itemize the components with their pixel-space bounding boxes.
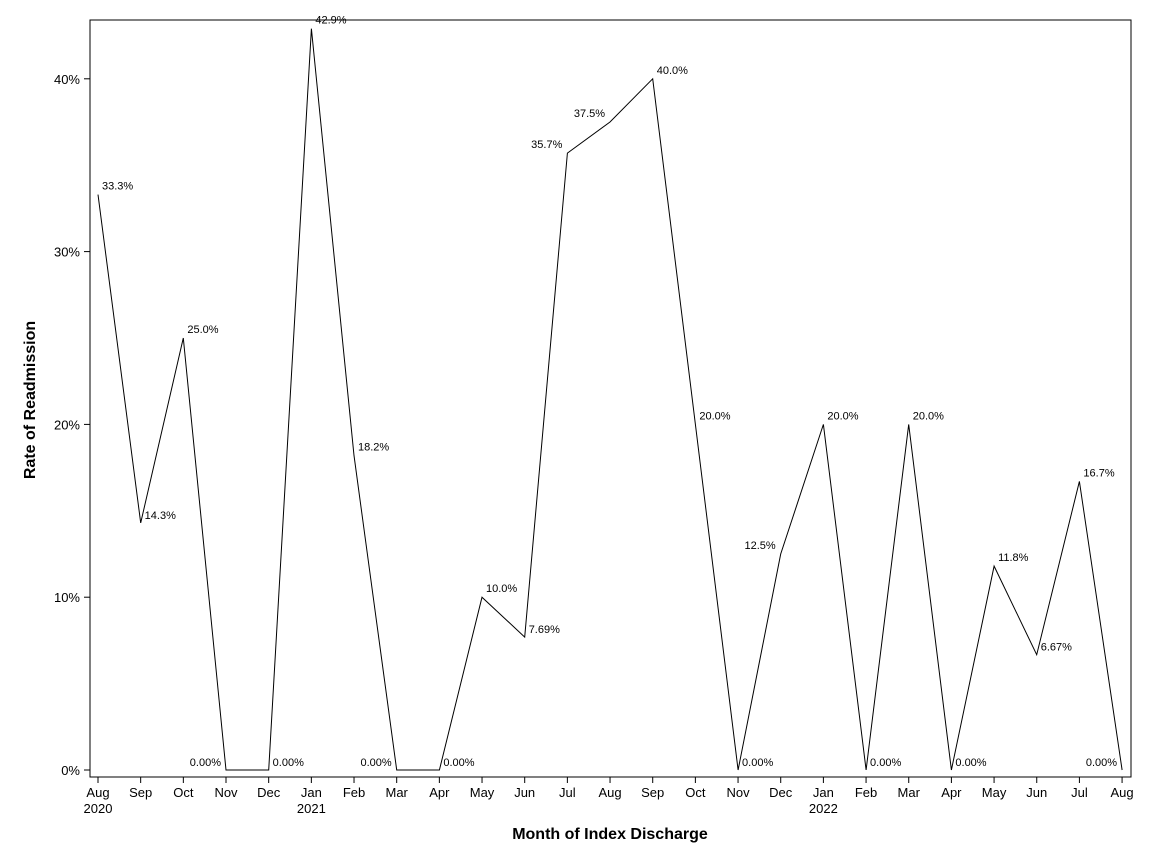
x-tick-label: Feb: [855, 785, 877, 800]
y-tick-label: 40%: [54, 72, 80, 87]
y-tick-label: 0%: [61, 763, 80, 778]
y-tick-label: 30%: [54, 245, 80, 260]
x-year-label: 2020: [84, 801, 113, 816]
data-label: 14.3%: [145, 510, 176, 522]
x-tick-label: Dec: [257, 785, 281, 800]
data-label: 20.0%: [827, 410, 858, 422]
x-tick-label: Jul: [1071, 785, 1088, 800]
x-year-label: 2022: [809, 801, 838, 816]
x-tick-label: Mar: [385, 785, 408, 800]
x-tick-label: May: [470, 785, 495, 800]
y-axis-title: Rate of Readmission: [22, 321, 39, 479]
data-label: 11.8%: [998, 552, 1029, 564]
data-label: 0.00%: [742, 757, 773, 769]
x-tick-label: Apr: [429, 785, 450, 800]
data-label: 0.00%: [870, 757, 901, 769]
x-year-label: 2021: [297, 801, 326, 816]
x-tick-label: Oct: [685, 785, 706, 800]
data-label: 20.0%: [699, 410, 730, 422]
data-label: 0.00%: [955, 757, 986, 769]
x-tick-label: Feb: [343, 785, 365, 800]
y-axis: 0% 10% 20% 30% 40%: [54, 72, 90, 778]
x-tick-label: Oct: [173, 785, 194, 800]
data-label: 0.00%: [443, 757, 474, 769]
data-label: 42.9%: [315, 15, 346, 27]
x-tick-label: May: [982, 785, 1007, 800]
x-tick-label: Aug: [1111, 785, 1134, 800]
data-label: 0.00%: [360, 757, 391, 769]
x-tick-label: Mar: [898, 785, 921, 800]
x-tick-label: Jul: [559, 785, 576, 800]
x-tick-label: Apr: [941, 785, 962, 800]
data-label: 0.00%: [190, 757, 221, 769]
y-tick-label: 20%: [54, 417, 80, 432]
x-tick-label: Sep: [641, 785, 664, 800]
data-label: 20.0%: [913, 410, 944, 422]
data-label: 16.7%: [1083, 467, 1114, 479]
x-tick-label: Nov: [214, 785, 238, 800]
data-label: 25.0%: [187, 324, 218, 336]
data-label: 33.3%: [102, 181, 133, 193]
x-tick-label: Aug: [86, 785, 109, 800]
x-tick-label: Jun: [514, 785, 535, 800]
x-tick-label: Jun: [1026, 785, 1047, 800]
data-label: 6.67%: [1041, 642, 1072, 654]
x-tick-label: Aug: [598, 785, 621, 800]
data-label: 10.0%: [486, 583, 517, 595]
x-tick-label: Jan: [813, 785, 834, 800]
data-label: 0.00%: [273, 757, 304, 769]
data-label: 0.00%: [1086, 757, 1117, 769]
x-tick-label: Nov: [726, 785, 750, 800]
readmission-rate-line: [97, 28, 1123, 771]
x-tick-label: Sep: [129, 785, 152, 800]
y-tick-label: 10%: [54, 590, 80, 605]
data-label: 37.5%: [574, 108, 605, 120]
data-label: 35.7%: [531, 139, 562, 151]
data-label: 18.2%: [358, 442, 389, 454]
data-labels: 33.3% 14.3% 25.0% 0.00% 0.00% 42.9% 18.2% 0.00%…: [102, 15, 1117, 769]
x-tick-label: Jan: [301, 785, 322, 800]
data-label: 40.0%: [657, 65, 688, 77]
data-label: 7.69%: [529, 624, 560, 636]
plot-frame: [89, 19, 1132, 778]
data-label: 12.5%: [745, 540, 776, 552]
x-tick-label: Dec: [769, 785, 793, 800]
x-axis-title: Month of Index Discharge: [512, 826, 708, 843]
